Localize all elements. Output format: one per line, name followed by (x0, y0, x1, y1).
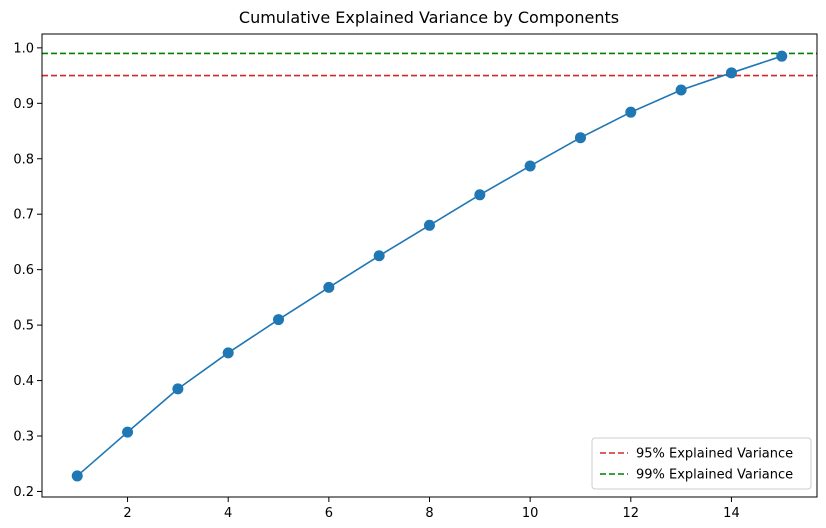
legend-box (591, 437, 812, 490)
y-axis: 0.2 0.3 0.4 0.5 0.6 0.7 0.8 0.9 1.0 (13, 41, 42, 500)
data-point (474, 189, 486, 201)
legend: 95% Explained Variance 99% Explained Vari… (591, 437, 812, 490)
axes-frame (41, 33, 818, 498)
x-tick-label: 12 (623, 506, 640, 521)
y-tick-label: 0.7 (13, 208, 34, 223)
data-point (424, 219, 435, 231)
y-tick-label: 0.3 (13, 430, 34, 445)
chart-title: Cumulative Explained Variance by Compone… (239, 8, 619, 27)
data-point (71, 470, 83, 482)
x-tick-label: 6 (325, 506, 333, 521)
y-tick-label: 0.5 (13, 319, 34, 334)
plot-area (42, 50, 817, 482)
data-point (323, 281, 335, 293)
data-point (625, 106, 637, 118)
x-tick-label: 10 (522, 506, 539, 521)
x-tick-label: 8 (425, 506, 433, 521)
data-point (776, 50, 788, 62)
data-point (273, 314, 285, 326)
data-point (725, 67, 737, 79)
y-tick-label: 0.2 (13, 485, 34, 500)
data-point (373, 250, 385, 262)
x-tick-label: 4 (224, 506, 232, 521)
x-tick-label: 2 (123, 506, 131, 521)
y-tick-label: 0.6 (13, 263, 34, 278)
y-tick-label: 1.0 (13, 41, 34, 56)
data-point (675, 84, 687, 96)
data-point (524, 160, 536, 172)
x-axis: 2 4 6 8 10 12 14 (123, 497, 740, 521)
legend-label: 99% Explained Variance (636, 468, 793, 483)
y-tick-label: 0.8 (13, 152, 34, 167)
y-tick-label: 0.9 (13, 97, 34, 112)
legend-label: 95% Explained Variance (636, 447, 793, 462)
y-tick-label: 0.4 (13, 374, 34, 389)
data-point (172, 383, 184, 395)
series-line (76, 55, 783, 477)
x-tick-label: 14 (723, 506, 740, 521)
data-point (122, 426, 134, 438)
data-point (574, 132, 586, 144)
data-point (222, 347, 234, 359)
